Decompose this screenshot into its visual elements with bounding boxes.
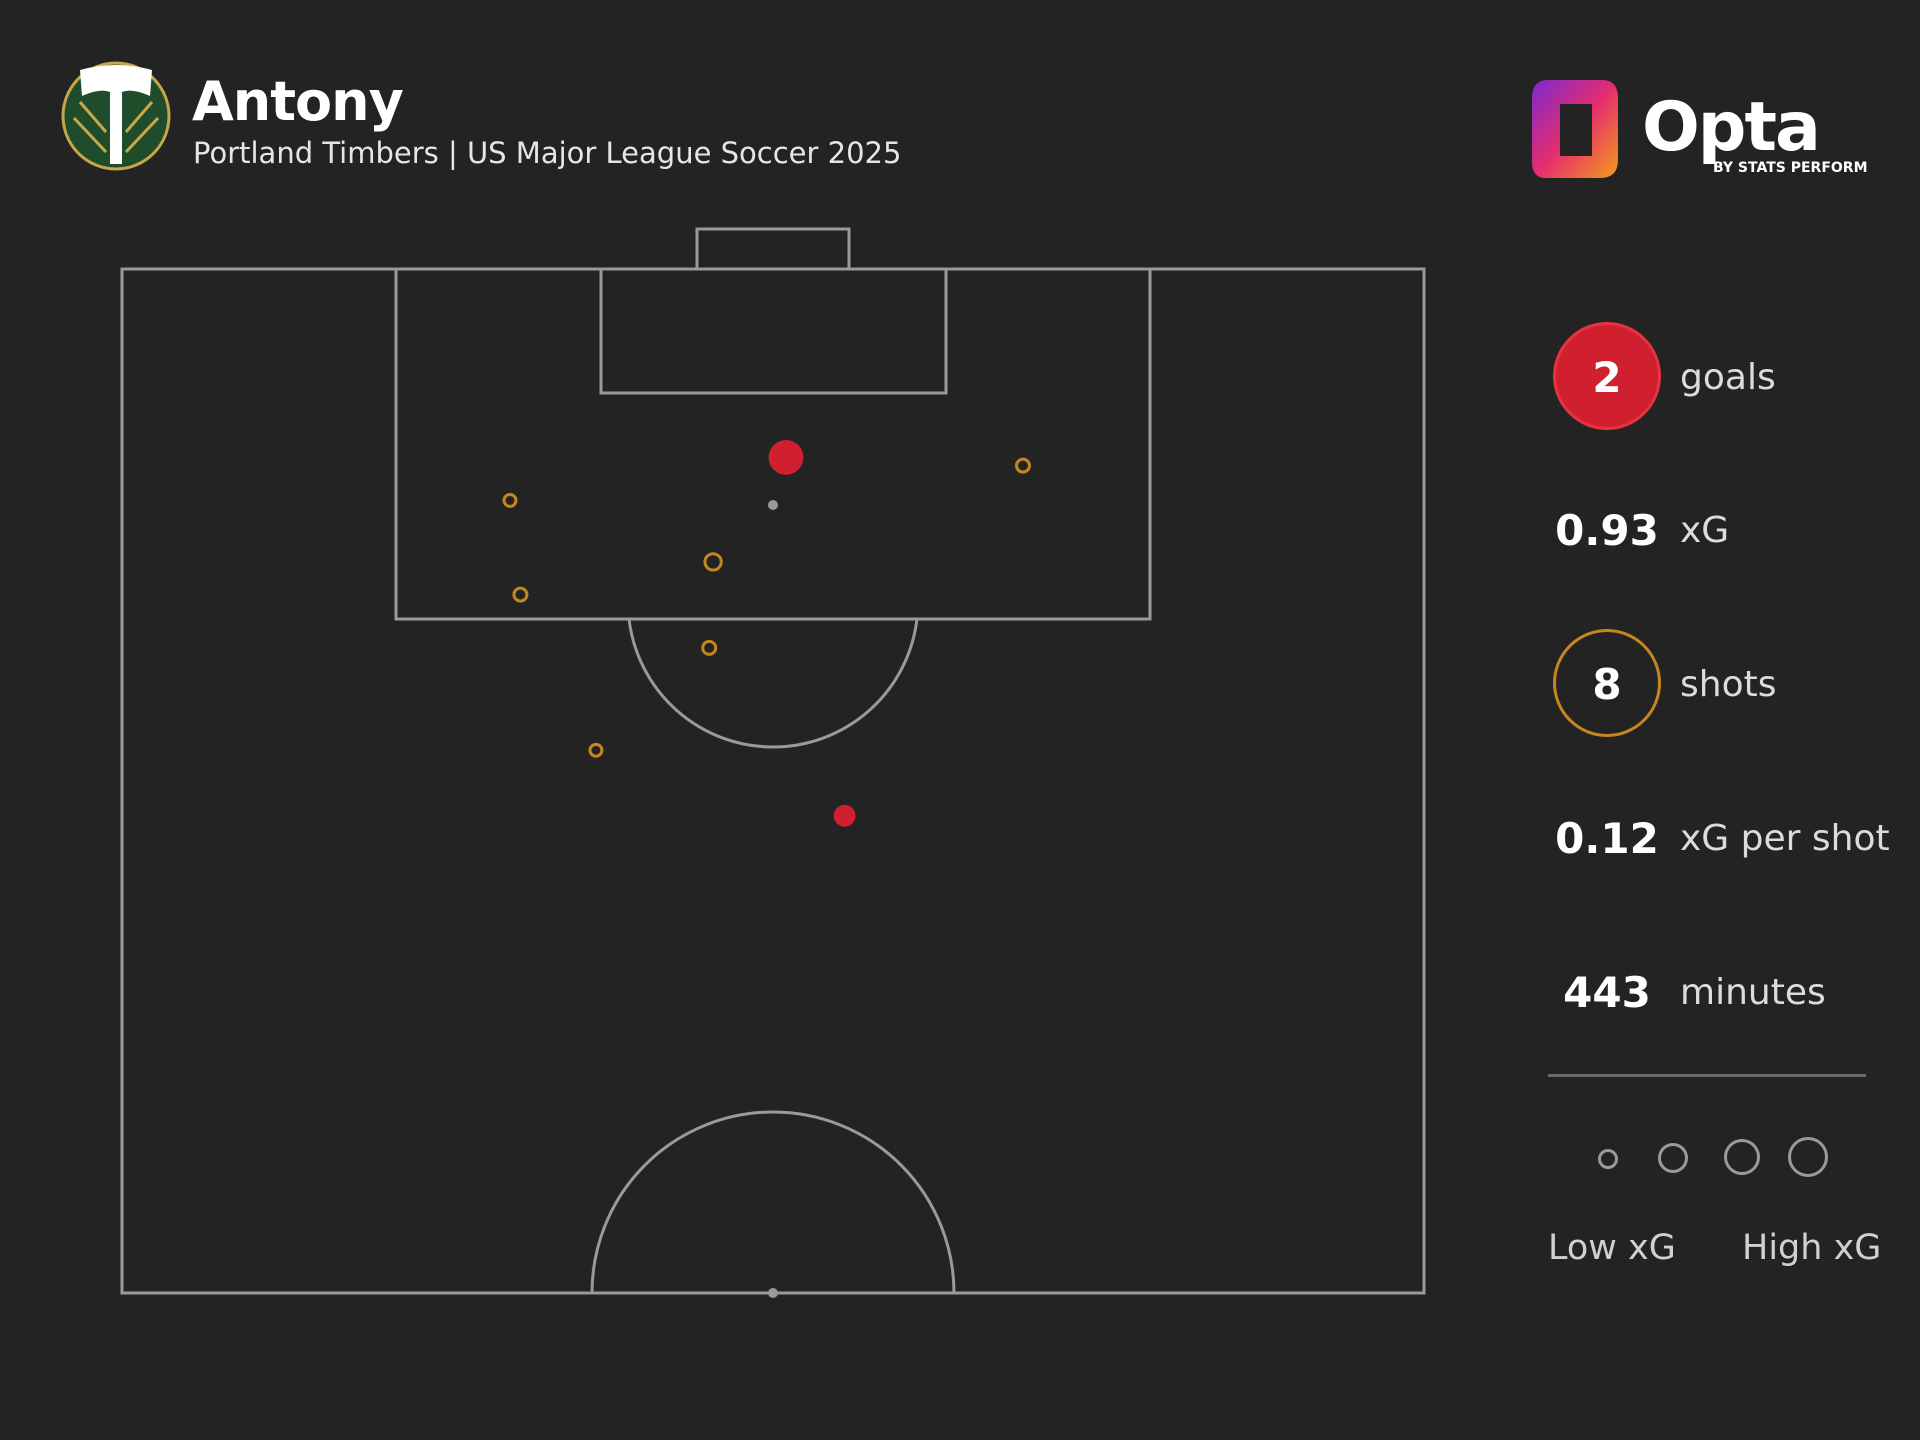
opta-wordmark: Opta: [1642, 88, 1821, 167]
shot-marker-goal: [833, 804, 856, 827]
legend-dot-medium: [1658, 1143, 1688, 1173]
shot-marker: [703, 552, 723, 572]
legend-dot-small: [1598, 1149, 1618, 1169]
shot-marker: [588, 742, 604, 758]
portland-timbers-crest-icon: [61, 61, 171, 171]
stat-value: 443: [1540, 937, 1674, 1047]
stat-label: shots: [1680, 663, 1777, 705]
stat-row-1: 0.93 xG: [1540, 475, 1900, 585]
shots-badge: [1553, 629, 1661, 737]
goal: [695, 227, 851, 271]
shot-marker: [502, 492, 518, 508]
goals-badge: [1553, 322, 1661, 430]
opta-byline: BY STATS PERFORM: [1713, 160, 1868, 176]
legend-divider: [1548, 1074, 1866, 1077]
stat-label: goals: [1680, 356, 1776, 398]
center-circle-arc: [590, 1110, 956, 1294]
stat-number: 0.12: [1555, 813, 1659, 863]
opta-logo: Opta BY STATS PERFORM: [1530, 76, 1868, 186]
stat-row-4: 443 minutes: [1540, 937, 1900, 1047]
shots-layer: [502, 439, 1031, 827]
stat-value: 0.12: [1540, 783, 1674, 893]
stat-value: 8: [1540, 629, 1674, 739]
stat-value: 2: [1540, 322, 1674, 432]
stat-value: 0.93: [1540, 475, 1674, 585]
stat-row-3: 0.12 xG per shot: [1540, 783, 1900, 893]
shot-marker-goal: [768, 439, 804, 475]
legend-low-xg: Low xG: [1548, 1228, 1676, 1268]
shot-map-pitch: [120, 227, 1426, 1298]
shot-marker: [512, 586, 529, 603]
stat-row-2: 8 shots: [1540, 629, 1900, 739]
penalty-arc: [627, 618, 919, 749]
six-yard-box: [599, 267, 948, 395]
legend-high-xg: High xG: [1742, 1228, 1882, 1268]
stat-number: 2: [1592, 352, 1622, 402]
team-season-subtitle: Portland Timbers | US Major League Socce…: [193, 136, 902, 170]
stat-number: 443: [1563, 967, 1651, 1017]
opta-mark-icon: [1532, 80, 1618, 178]
stat-label: xG per shot: [1680, 817, 1890, 859]
halfway-spot: [768, 1288, 778, 1298]
pitch-outline: [120, 267, 1426, 1295]
stat-label: xG: [1680, 509, 1730, 551]
legend-dot-large: [1724, 1139, 1760, 1175]
legend-dot-xlarge: [1788, 1137, 1828, 1177]
player-name: Antony: [192, 70, 404, 133]
stat-number: 0.93: [1555, 505, 1659, 555]
penalty-spot: [768, 500, 778, 510]
stat-label: minutes: [1680, 971, 1826, 1013]
penalty-area: [394, 267, 1152, 621]
stat-number: 8: [1592, 659, 1622, 709]
xg-size-legend: [1540, 1130, 1880, 1190]
header: Antony Portland Timbers | US Major Leagu…: [60, 56, 901, 176]
stat-row-0: 2 goals: [1540, 322, 1900, 432]
shot-marker: [1014, 457, 1031, 474]
shot-marker: [701, 639, 718, 656]
